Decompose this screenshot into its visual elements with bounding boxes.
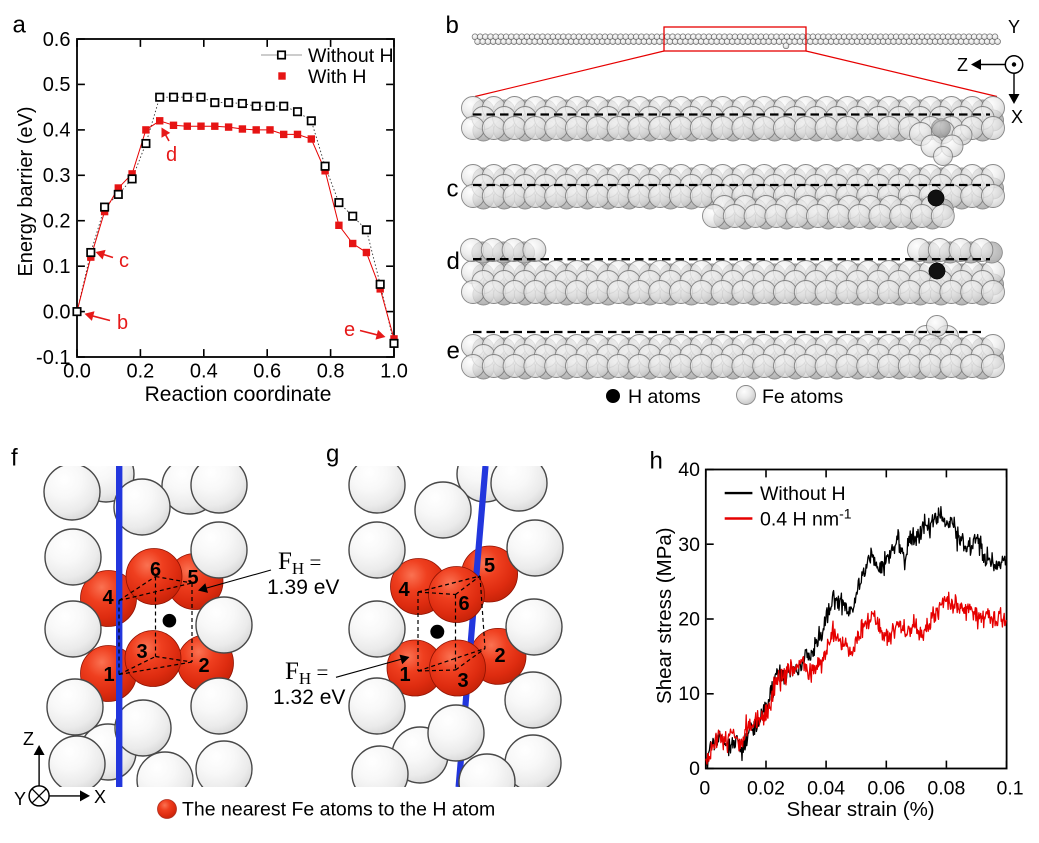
svg-text:Shear strain (%): Shear strain (%) (787, 798, 935, 821)
svg-text:d: d (447, 248, 460, 275)
svg-text:c: c (447, 176, 459, 203)
svg-text:0.4: 0.4 (43, 120, 71, 142)
svg-text:4: 4 (398, 579, 410, 601)
svg-text:With H: With H (308, 66, 367, 88)
svg-text:0.02: 0.02 (747, 778, 785, 800)
svg-text:a: a (13, 12, 27, 39)
svg-text:Z: Z (957, 55, 968, 75)
svg-text:3: 3 (136, 641, 147, 663)
svg-text:Z: Z (23, 729, 34, 749)
svg-text:0.4 H nm-1: 0.4 H nm-1 (760, 506, 852, 531)
svg-text:2: 2 (198, 655, 209, 677)
svg-text:0.6: 0.6 (253, 361, 281, 383)
svg-text:0.0: 0.0 (63, 361, 91, 383)
svg-text:Reaction coordinate: Reaction coordinate (145, 383, 332, 406)
svg-text:0.1: 0.1 (43, 256, 71, 278)
svg-text:1.39 eV: 1.39 eV (267, 576, 339, 599)
svg-text:Energy barrier (eV): Energy barrier (eV) (15, 106, 37, 276)
svg-text:b: b (117, 312, 128, 334)
svg-text:0.2: 0.2 (43, 211, 71, 233)
svg-text:Y: Y (1008, 17, 1020, 37)
svg-text:1.0: 1.0 (380, 361, 408, 383)
svg-text:5: 5 (484, 555, 495, 577)
svg-text:h: h (650, 448, 663, 475)
svg-text:6: 6 (150, 559, 161, 581)
svg-text:5: 5 (187, 567, 198, 589)
svg-text:4: 4 (102, 587, 114, 609)
svg-text:0.1: 0.1 (997, 778, 1024, 800)
svg-text:20: 20 (678, 609, 700, 631)
svg-text:e: e (447, 338, 460, 365)
svg-text:0.5: 0.5 (43, 74, 71, 96)
svg-text:b: b (446, 12, 459, 39)
svg-text:X: X (1011, 107, 1023, 127)
svg-text:0.6: 0.6 (43, 29, 71, 51)
svg-text:Without H: Without H (760, 483, 846, 505)
svg-text:FH =: FH = (278, 548, 321, 578)
svg-text:Y: Y (14, 789, 26, 809)
svg-text:1.32 eV: 1.32 eV (273, 686, 345, 709)
svg-text:e: e (344, 319, 355, 341)
svg-text:0: 0 (699, 778, 710, 800)
svg-text:0.4: 0.4 (190, 361, 218, 383)
svg-text:0.2: 0.2 (126, 361, 154, 383)
svg-text:-0.1: -0.1 (36, 347, 70, 369)
svg-text:1: 1 (103, 664, 114, 686)
svg-text:c: c (119, 250, 129, 272)
svg-text:2: 2 (494, 645, 505, 667)
svg-text:0.08: 0.08 (927, 778, 965, 800)
svg-text:0.0: 0.0 (43, 301, 71, 323)
svg-text:H atoms: H atoms (628, 386, 701, 408)
svg-text:0.3: 0.3 (43, 165, 71, 187)
svg-text:40: 40 (678, 459, 700, 481)
svg-text:6: 6 (458, 593, 469, 615)
svg-text:10: 10 (678, 683, 700, 705)
svg-text:0.8: 0.8 (317, 361, 345, 383)
svg-text:X: X (94, 787, 106, 807)
svg-text:Without H: Without H (308, 45, 394, 67)
svg-text:g: g (326, 441, 339, 468)
svg-text:The nearest Fe atoms to the H: The nearest Fe atoms to the H atom (182, 799, 495, 821)
svg-text:0.04: 0.04 (807, 778, 845, 800)
svg-text:0.06: 0.06 (867, 778, 905, 800)
svg-text:d: d (166, 144, 177, 166)
svg-text:1: 1 (399, 664, 410, 686)
svg-text:30: 30 (678, 534, 700, 556)
svg-text:3: 3 (457, 670, 468, 692)
svg-text:Fe atoms: Fe atoms (762, 386, 844, 408)
svg-text:0: 0 (689, 758, 700, 780)
svg-text:f: f (11, 445, 18, 472)
svg-text:Shear stress (MPa): Shear stress (MPa) (653, 527, 676, 704)
